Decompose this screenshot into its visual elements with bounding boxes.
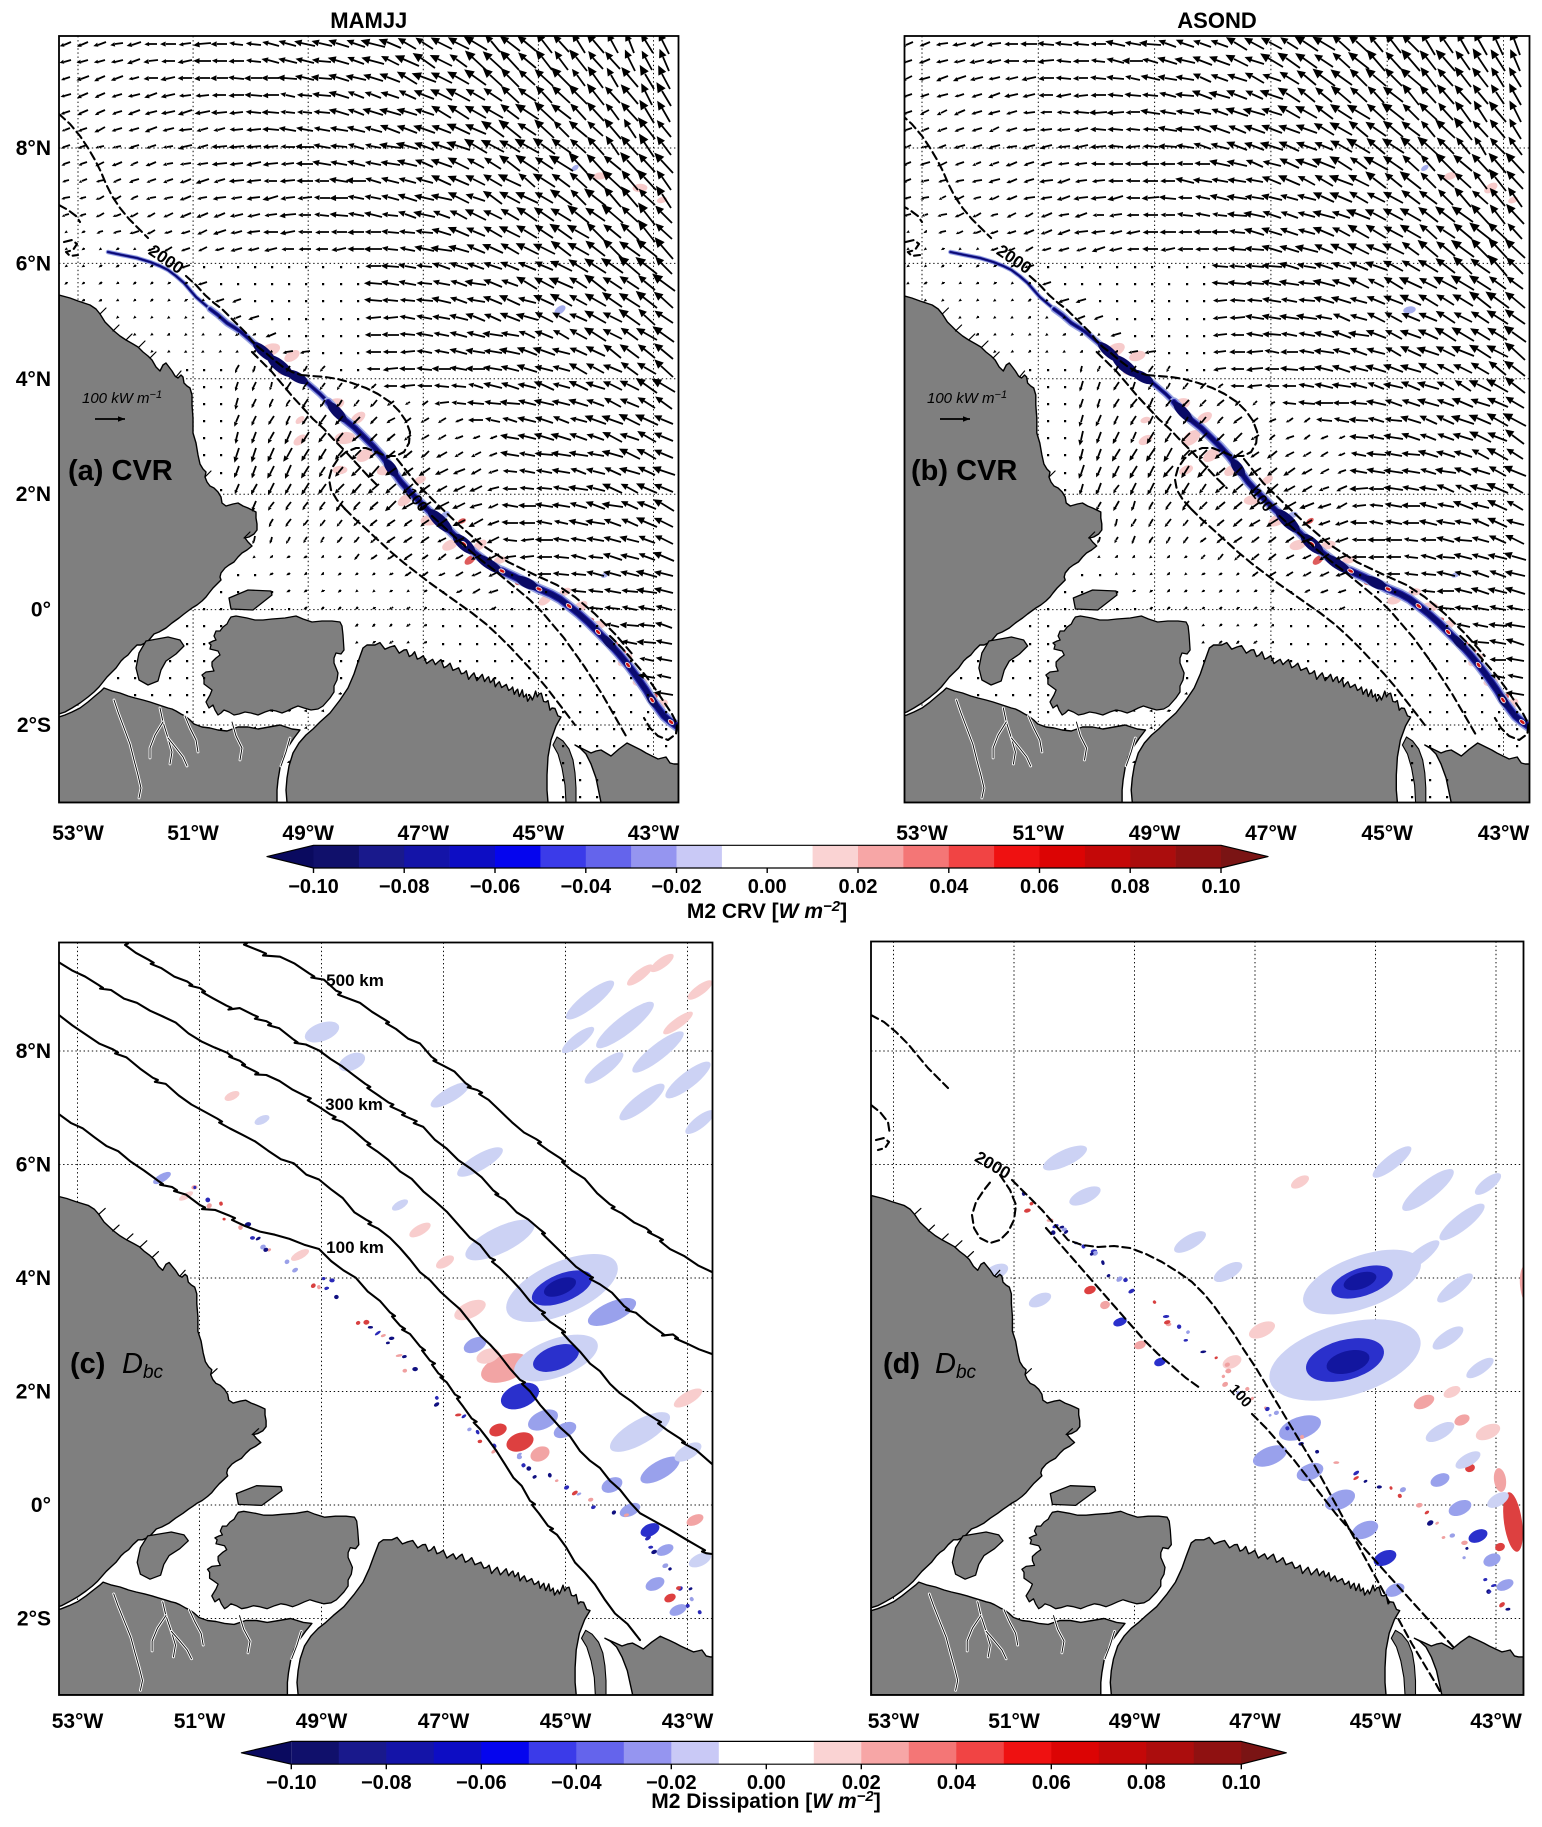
svg-text:6°N: 6°N [16, 1154, 51, 1177]
svg-text:49°W: 49°W [1129, 822, 1181, 845]
svg-text:47°W: 47°W [1229, 1710, 1281, 1733]
svg-text:8°N: 8°N [16, 1040, 51, 1063]
svg-text:−0.08: −0.08 [379, 876, 430, 898]
svg-text:53°W: 53°W [52, 1710, 104, 1733]
svg-text:MAMJJ: MAMJJ [330, 8, 407, 33]
svg-text:(a) CVR: (a) CVR [68, 455, 173, 487]
svg-text:0.08: 0.08 [1111, 876, 1150, 898]
svg-text:2°N: 2°N [16, 1381, 51, 1404]
svg-text:−0.04: −0.04 [551, 1772, 602, 1794]
svg-text:500 km: 500 km [326, 971, 384, 990]
svg-text:4°N: 4°N [16, 1267, 51, 1290]
svg-text:−0.08: −0.08 [361, 1772, 412, 1794]
svg-text:53°W: 53°W [896, 822, 948, 845]
svg-text:100 kW m−1: 100 kW m−1 [927, 389, 1007, 407]
svg-text:ASOND: ASOND [1177, 8, 1256, 33]
svg-text:45°W: 45°W [513, 822, 565, 845]
svg-text:−0.10: −0.10 [288, 876, 339, 898]
svg-text:51°W: 51°W [167, 822, 219, 845]
svg-text:M2 CRV [W m−2]: M2 CRV [W m−2] [687, 898, 847, 923]
svg-text:Dbc: Dbc [935, 1348, 977, 1383]
svg-text:M2 Dissipation [W m−2]: M2 Dissipation [W m−2] [651, 1788, 880, 1813]
svg-text:0.00: 0.00 [747, 1772, 786, 1794]
svg-text:53°W: 53°W [52, 822, 104, 845]
svg-text:2°S: 2°S [17, 714, 51, 737]
svg-text:47°W: 47°W [398, 822, 450, 845]
svg-text:(c): (c) [70, 1348, 105, 1380]
svg-text:0.10: 0.10 [1222, 1772, 1261, 1794]
svg-text:45°W: 45°W [540, 1710, 592, 1733]
svg-text:−0.06: −0.06 [470, 876, 521, 898]
svg-text:−0.10: −0.10 [266, 1772, 317, 1794]
svg-text:2°N: 2°N [16, 483, 51, 506]
svg-text:0.06: 0.06 [1032, 1772, 1071, 1794]
svg-text:0.08: 0.08 [1127, 1772, 1166, 1794]
svg-text:49°W: 49°W [296, 1710, 348, 1733]
svg-text:0°: 0° [31, 1494, 51, 1517]
svg-text:−0.04: −0.04 [560, 876, 611, 898]
svg-text:0.04: 0.04 [929, 876, 969, 898]
svg-text:(b) CVR: (b) CVR [911, 455, 1017, 487]
svg-text:47°W: 47°W [418, 1710, 470, 1733]
svg-text:51°W: 51°W [988, 1710, 1040, 1733]
svg-text:49°W: 49°W [1109, 1710, 1161, 1733]
svg-text:43°W: 43°W [1478, 822, 1530, 845]
svg-text:43°W: 43°W [628, 822, 680, 845]
svg-text:300 km: 300 km [325, 1095, 383, 1114]
svg-text:100 km: 100 km [326, 1238, 384, 1257]
svg-text:45°W: 45°W [1361, 822, 1413, 845]
svg-text:0.02: 0.02 [842, 1772, 881, 1794]
svg-text:0.10: 0.10 [1202, 876, 1241, 898]
svg-text:0.04: 0.04 [937, 1772, 977, 1794]
svg-text:8°N: 8°N [16, 137, 51, 160]
svg-text:47°W: 47°W [1245, 822, 1297, 845]
svg-text:100 kW m−1: 100 kW m−1 [82, 389, 162, 407]
svg-text:−0.02: −0.02 [646, 1772, 697, 1794]
svg-text:(d): (d) [883, 1348, 920, 1380]
svg-text:53°W: 53°W [868, 1710, 920, 1733]
svg-text:51°W: 51°W [1013, 822, 1065, 845]
svg-text:2°S: 2°S [17, 1608, 51, 1631]
svg-text:−0.06: −0.06 [456, 1772, 507, 1794]
svg-text:−0.02: −0.02 [651, 876, 702, 898]
svg-text:4°N: 4°N [16, 368, 51, 391]
svg-text:6°N: 6°N [16, 252, 51, 275]
svg-text:0.02: 0.02 [839, 876, 878, 898]
svg-text:0.00: 0.00 [748, 876, 787, 898]
svg-text:43°W: 43°W [662, 1710, 714, 1733]
svg-text:51°W: 51°W [174, 1710, 226, 1733]
svg-text:49°W: 49°W [282, 822, 334, 845]
svg-text:0.06: 0.06 [1020, 876, 1059, 898]
svg-text:0°: 0° [31, 599, 51, 622]
svg-text:45°W: 45°W [1350, 1710, 1402, 1733]
svg-text:43°W: 43°W [1470, 1710, 1522, 1733]
